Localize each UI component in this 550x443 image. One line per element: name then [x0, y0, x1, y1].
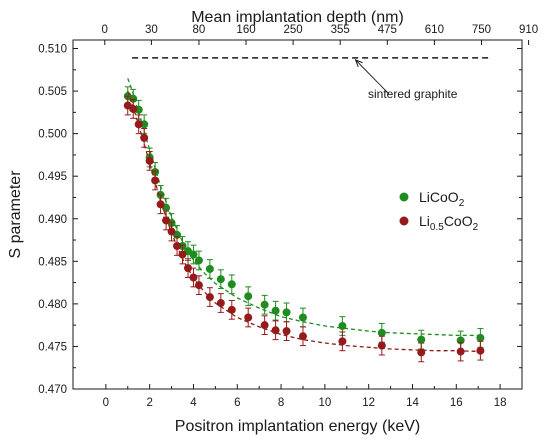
- x-axis-title: Positron implantation energy (keV): [175, 418, 420, 435]
- data-point-licoo2: [244, 292, 253, 301]
- data-point-licoo2: [205, 264, 214, 273]
- data-point-li05coo2: [134, 120, 143, 129]
- x-tick-label: 12: [362, 397, 375, 409]
- data-point-li05coo2: [167, 227, 176, 236]
- y-tick-label: 0.485: [38, 256, 67, 268]
- reference-label: sintered graphite: [368, 87, 458, 101]
- data-point-li05coo2: [129, 104, 138, 113]
- legend-label-licoo2: LiCoO2: [419, 189, 465, 209]
- data-point-li05coo2: [178, 250, 187, 259]
- data-point-licoo2: [282, 308, 291, 317]
- fit-curve-licoo2: [127, 78, 483, 337]
- y-tick-label: 0.495: [38, 171, 67, 183]
- data-point-li05coo2: [456, 347, 465, 356]
- data-point-li05coo2: [194, 281, 203, 290]
- bottom-axis-ticks: 0 2 4 6 8 10 12 14 16 18: [103, 384, 507, 409]
- y-axis-title: S parameter: [7, 170, 24, 259]
- x-tick-label: 2: [146, 397, 152, 409]
- reference-arrow: [356, 60, 390, 95]
- data-point-li05coo2: [244, 313, 253, 322]
- data-point-li05coo2: [417, 348, 426, 357]
- left-axis-ticks: 0.470 0.475 0.480 0.485 0.490 0.495 0.500 0.505…: [38, 44, 522, 396]
- data-point-licoo2: [298, 313, 307, 322]
- y-tick-label: 0.490: [38, 214, 67, 226]
- legend-label-li05coo2: Li0.5CoO2: [419, 213, 479, 233]
- x-tick-label: 6: [234, 397, 240, 409]
- top-axis-ticks: 0 30 80 160 250 355 475 610 750 910: [102, 24, 538, 45]
- data-point-li05coo2: [140, 133, 149, 142]
- data-point-li05coo2: [216, 299, 225, 308]
- top-tick-label: 30: [145, 24, 158, 36]
- data-point-licoo2: [338, 322, 347, 331]
- data-point-li05coo2: [338, 337, 347, 346]
- top-tick-label: 750: [472, 24, 491, 36]
- data-point-li05coo2: [183, 264, 192, 273]
- data-point-li05coo2: [205, 293, 214, 302]
- data-point-li05coo2: [298, 332, 307, 341]
- data-point-licoo2: [377, 328, 386, 337]
- data-point-li05coo2: [476, 346, 485, 355]
- data-point-li05coo2: [173, 241, 182, 250]
- legend-marker-licoo2: [399, 192, 409, 202]
- data-point-li05coo2: [162, 216, 171, 225]
- data-point-licoo2: [194, 256, 203, 265]
- top-axis-title: Mean implantation depth (nm): [191, 9, 404, 26]
- top-tick-label: 610: [425, 24, 444, 36]
- x-tick-label: 14: [406, 397, 419, 409]
- data-point-licoo2: [189, 250, 198, 259]
- series-group: [123, 78, 485, 363]
- legend-marker-li05coo2: [399, 216, 409, 226]
- y-tick-label: 0.505: [38, 86, 67, 98]
- plot-area-frame: [72, 39, 523, 390]
- legend-label-li05coo2-sub2: 2: [473, 222, 479, 233]
- data-point-li05coo2: [227, 305, 236, 314]
- top-tick-label: 910: [519, 24, 538, 36]
- data-point-li05coo2: [260, 321, 269, 330]
- top-tick-label: 0: [102, 24, 108, 36]
- data-point-li05coo2: [151, 176, 160, 185]
- data-point-li05coo2: [189, 273, 198, 282]
- data-point-licoo2: [271, 306, 280, 315]
- legend-label-licoo2-sub: 2: [459, 198, 465, 209]
- legend-label-li05coo2-base: Li: [419, 213, 430, 229]
- y-tick-label: 0.500: [38, 129, 67, 141]
- y-tick-label: 0.470: [38, 384, 67, 396]
- data-point-li05coo2: [282, 327, 291, 336]
- x-tick-label: 8: [278, 397, 284, 409]
- top-tick-label: 475: [378, 24, 397, 36]
- y-tick-label: 0.475: [38, 341, 67, 353]
- reference-line-group: sintered graphite: [132, 57, 492, 101]
- data-point-li05coo2: [145, 156, 154, 165]
- x-tick-label: 16: [450, 397, 463, 409]
- x-tick-label: 10: [318, 397, 331, 409]
- y-tick-label: 0.480: [38, 299, 67, 311]
- fit-curve-li05coo2: [127, 90, 483, 353]
- x-tick-label: 0: [103, 397, 109, 409]
- y-tick-label: 0.510: [38, 44, 67, 56]
- x-tick-label: 18: [494, 397, 507, 409]
- data-point-li05coo2: [271, 326, 280, 335]
- top-tick-label: 355: [331, 24, 350, 36]
- data-point-li05coo2: [377, 341, 386, 350]
- legend-label-li05coo2-base2: CoO: [444, 213, 473, 229]
- data-point-licoo2: [216, 275, 225, 284]
- data-point-licoo2: [417, 335, 426, 344]
- legend-label-licoo2-base: LiCoO: [419, 189, 459, 205]
- data-point-licoo2: [140, 120, 149, 129]
- data-point-licoo2: [260, 300, 269, 309]
- x-tick-label: 4: [190, 397, 197, 409]
- legend: LiCoO2 Li0.5CoO2: [399, 189, 479, 233]
- data-point-licoo2: [227, 280, 236, 289]
- top-tick-label: 250: [284, 24, 303, 36]
- data-point-li05coo2: [156, 200, 165, 209]
- data-point-licoo2: [476, 333, 485, 342]
- legend-label-li05coo2-sub: 0.5: [430, 222, 444, 233]
- top-tick-label: 80: [193, 24, 206, 36]
- top-tick-label: 160: [236, 24, 255, 36]
